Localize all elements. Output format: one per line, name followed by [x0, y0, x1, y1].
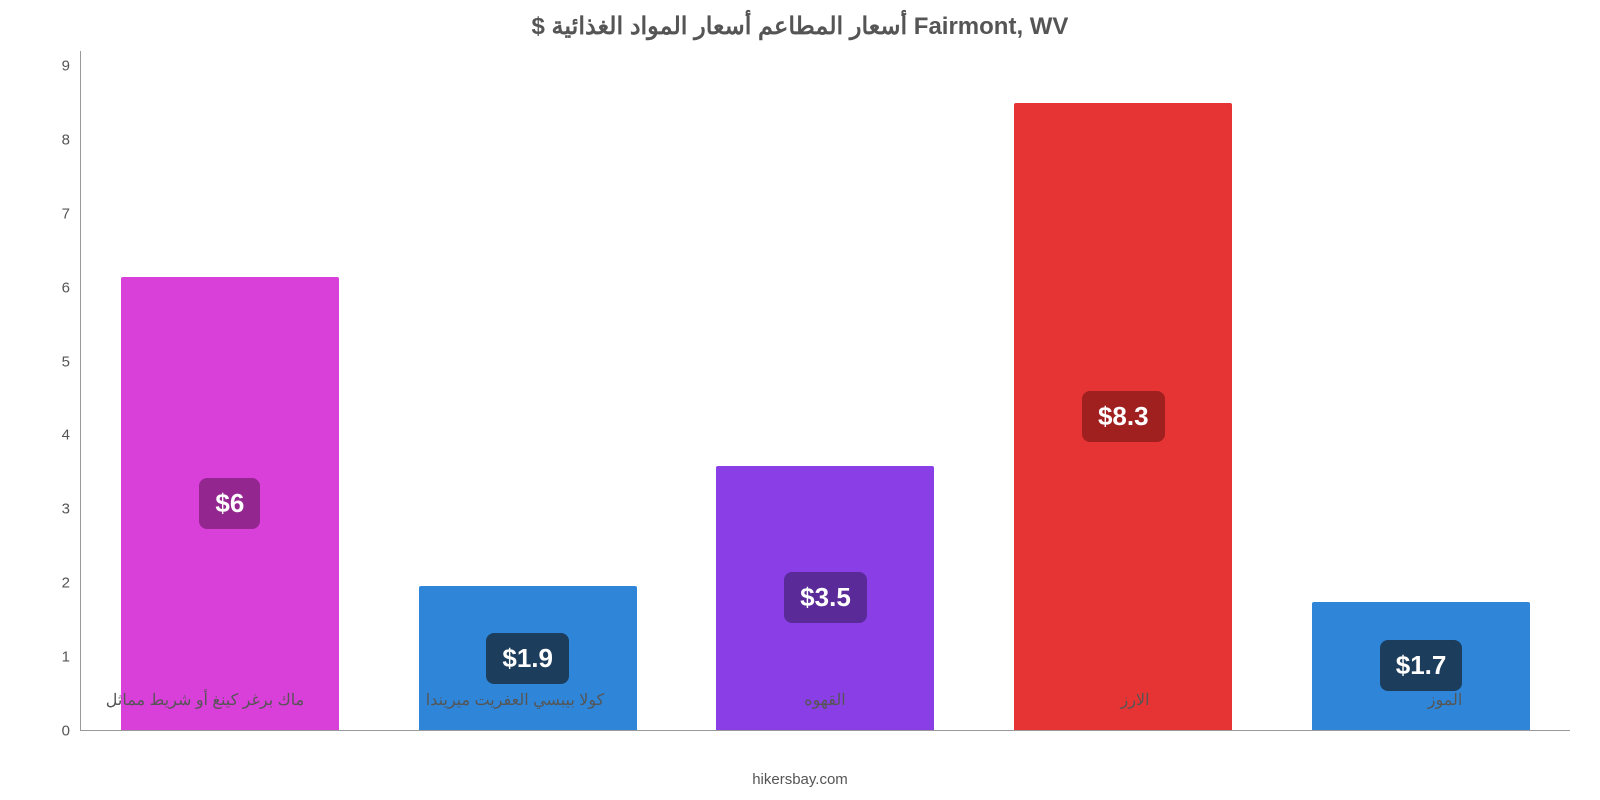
y-tick: 8: [30, 132, 70, 147]
y-tick: 9: [30, 59, 70, 74]
y-tick: 4: [30, 428, 70, 443]
y-tick: 7: [30, 206, 70, 221]
y-tick: 0: [30, 723, 70, 738]
x-label: الارز: [1026, 690, 1244, 710]
attribution-text: hikersbay.com: [752, 771, 848, 788]
y-tick: 6: [30, 280, 70, 295]
bar: $6: [121, 277, 339, 730]
x-label: القهوه: [716, 690, 934, 710]
value-label: $3.5: [784, 572, 867, 623]
chart-area: 9876543210 $6$1.9$3.5$8.3$1.7: [30, 51, 1570, 731]
y-tick: 1: [30, 650, 70, 665]
value-label: $1.9: [486, 633, 569, 684]
y-tick: 2: [30, 576, 70, 591]
y-tick: 5: [30, 354, 70, 369]
bar: $8.3: [1014, 103, 1232, 730]
y-axis: 9876543210: [30, 51, 70, 731]
y-tick: 3: [30, 502, 70, 517]
x-label: كولا بيبسي العفريت ميريندا: [406, 690, 624, 710]
value-label: $6: [199, 478, 260, 529]
value-label: $8.3: [1082, 391, 1165, 442]
x-label: الموز: [1336, 690, 1554, 710]
plot-area: $6 $1.9 $3.5 $8.3 $1.7: [80, 51, 1570, 731]
x-axis-labels: ماك برغر كينغ أو شريط مماثل كولا بيبسي ال…: [50, 690, 1600, 710]
bar: $1.7: [1312, 602, 1530, 730]
chart-title: $ أسعار المطاعم أسعار المواد الغذائية Fa…: [532, 12, 1069, 41]
value-label: $1.7: [1380, 640, 1463, 691]
x-label: ماك برغر كينغ أو شريط مماثل: [96, 690, 314, 710]
